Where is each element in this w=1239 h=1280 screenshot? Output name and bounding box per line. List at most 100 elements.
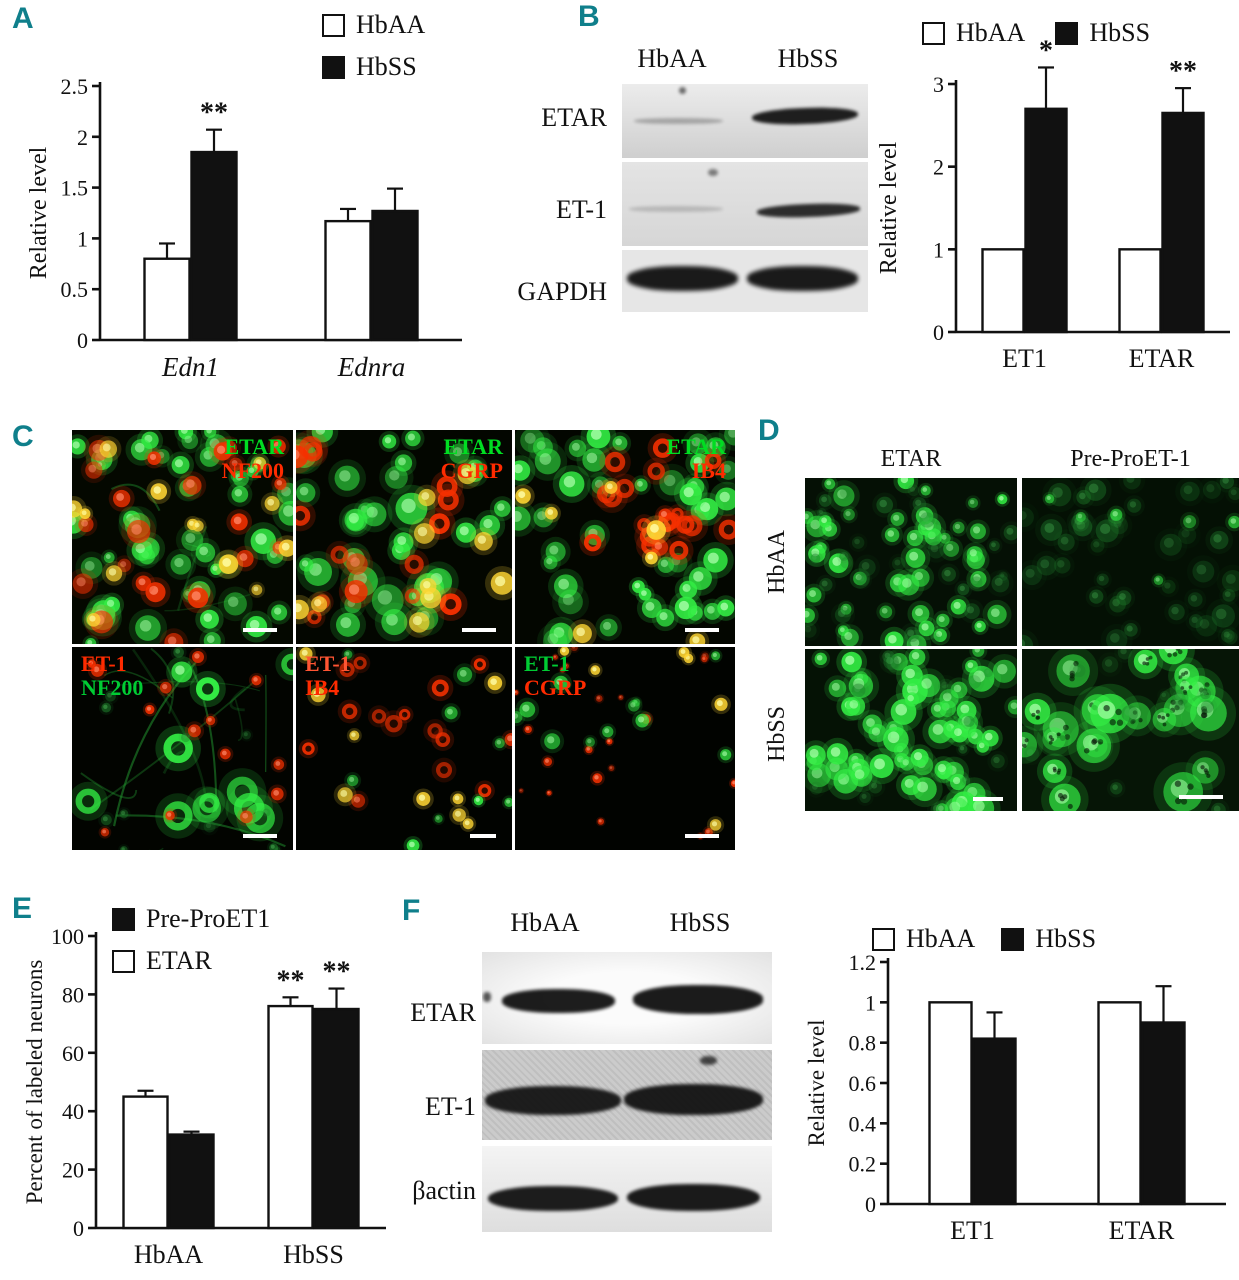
micrograph-label-block: ETAR CGRP	[440, 434, 504, 484]
legend-item: HbAA	[322, 10, 425, 40]
svg-text:1.2: 1.2	[849, 950, 877, 975]
panel-f-letter: F	[402, 894, 421, 927]
svg-text:**: **	[277, 965, 305, 996]
stain-label-etar: ETAR	[443, 434, 504, 459]
svg-text:20: 20	[62, 1158, 84, 1183]
svg-text:ETAR: ETAR	[1129, 344, 1195, 373]
panel-a-legend: HbAA HbSS	[322, 10, 425, 82]
svg-text:**: **	[200, 98, 228, 129]
scale-bar	[243, 834, 277, 838]
blot-b-gapdh-strip	[622, 250, 868, 312]
svg-text:1: 1	[77, 226, 88, 251]
legend-swatch-hbaa	[872, 927, 895, 951]
micrograph-label-block: ET-1 NF200	[81, 651, 143, 700]
blot-b-et1-strip	[622, 162, 868, 246]
stain-label-ib4: IB4	[691, 458, 726, 484]
svg-text:HbAA: HbAA	[134, 1240, 204, 1269]
legend-swatch-hbaa	[922, 21, 945, 45]
blot-band	[747, 266, 859, 291]
stain-label-et1: ET-1	[81, 651, 127, 676]
svg-text:3: 3	[933, 72, 944, 97]
legend-item: ETAR	[112, 946, 212, 976]
svg-text:40: 40	[62, 1099, 84, 1124]
scale-bar	[973, 797, 1003, 801]
micrograph-label-block: ET-1 CGRP	[524, 651, 587, 701]
svg-text:60: 60	[62, 1041, 84, 1066]
blot-band	[752, 106, 859, 127]
micrograph-label-block: ETAR NF200	[221, 434, 284, 484]
stain-label-ib4: IB4	[305, 675, 340, 701]
stain-label-et1: ET-1	[524, 651, 570, 676]
scale-bar	[685, 628, 719, 632]
micrograph-et1-cgrp: ET-1 CGRP	[515, 647, 735, 850]
blot-band	[699, 1056, 717, 1066]
svg-text:Ednra: Ednra	[337, 352, 406, 382]
legend-item: Pre-ProET1	[112, 904, 270, 934]
legend-label: HbAA	[906, 924, 976, 953]
svg-text:HbSS: HbSS	[283, 1240, 344, 1269]
micrograph-etar-cgrp: ETAR CGRP	[296, 430, 512, 644]
stain-label-cgrp: CGRP	[524, 675, 587, 701]
legend-swatch-etar	[112, 949, 135, 973]
svg-text:0.6: 0.6	[849, 1071, 877, 1096]
blot-band	[627, 1183, 761, 1212]
scale-bar	[462, 628, 496, 632]
blot-band	[624, 1084, 764, 1115]
scale-bar	[685, 834, 719, 838]
blot-f-lane-hbaa: HbAA	[510, 908, 580, 937]
stain-label-nf200: NF200	[221, 458, 284, 484]
blot-f-row-et1: ET-1	[424, 1092, 476, 1121]
legend-swatch-hbaa	[322, 13, 345, 37]
blot-b-row-etar: ETAR	[541, 103, 607, 132]
legend-item: HbAA	[872, 924, 975, 954]
legend-label: HbSS	[356, 52, 417, 81]
legend-label: Pre-ProET1	[146, 904, 271, 933]
blot-b-lane-hbaa: HbAA	[637, 44, 707, 73]
panel-c-letter: C	[12, 420, 34, 453]
blot-band	[632, 985, 764, 1014]
blot-band	[502, 988, 616, 1013]
svg-text:Relative level: Relative level	[806, 1019, 829, 1146]
legend-label: HbAA	[356, 10, 426, 39]
panel-a-letter: A	[12, 2, 34, 35]
panel-b-legend: HbAA HbSS	[922, 18, 1150, 48]
blot-band	[757, 202, 861, 219]
panel-d-row-header-hbaa: HbAA	[764, 530, 790, 594]
scale-bar	[470, 834, 496, 838]
blot-b-lane-hbss: HbSS	[777, 44, 839, 73]
blot-f-row-bactin: βactin	[412, 1176, 476, 1205]
legend-swatch-preproet1	[112, 907, 135, 931]
panel-e-legend: Pre-ProET1 ETAR	[112, 904, 270, 976]
panel-f-bar-chart: 0 0.2 0.4 0.6 0.8 1 1.2 Relative level ET1 ETAR	[806, 950, 1226, 1245]
svg-text:0.2: 0.2	[849, 1152, 877, 1177]
micrograph-etar-ib4: ETAR IB4	[515, 430, 735, 644]
svg-text:2.5: 2.5	[61, 74, 89, 99]
micrograph-label-block: ET-1 IB4	[305, 651, 351, 701]
panel-e-letter: E	[12, 892, 33, 925]
blot-b-row-gapdh: GAPDH	[517, 277, 607, 306]
legend-item: HbSS	[322, 52, 417, 82]
svg-text:1.5: 1.5	[61, 176, 89, 201]
svg-text:0.5: 0.5	[61, 277, 89, 302]
stain-label-cgrp: CGRP	[440, 458, 503, 484]
svg-text:Relative level: Relative level	[28, 146, 52, 279]
blot-f-bactin-strip	[482, 1146, 772, 1232]
micrograph-hbss-preproet1	[1022, 649, 1239, 811]
svg-text:ETAR: ETAR	[1109, 1216, 1175, 1245]
legend-label: HbAA	[956, 18, 1026, 47]
blot-f-lane-hbss: HbSS	[669, 908, 731, 937]
stain-label-etar: ETAR	[666, 434, 727, 459]
svg-text:0.8: 0.8	[849, 1031, 877, 1056]
svg-text:Relative level: Relative level	[876, 141, 902, 274]
panel-a-bar-chart: 0 0.5 1 1.5 2 2.5 Relative level Edn1 ** Ednra	[28, 74, 462, 382]
svg-text:0: 0	[77, 328, 88, 353]
blot-band	[678, 86, 686, 95]
legend-item: HbAA	[922, 18, 1025, 48]
legend-swatch-hbss	[322, 55, 345, 79]
micrograph-hbss-etar	[805, 649, 1017, 811]
panel-b-letter: B	[578, 0, 600, 33]
blot-band	[629, 205, 723, 212]
micrograph-hbaa-preproet1	[1022, 478, 1239, 646]
blot-f-etar-strip	[482, 952, 772, 1044]
panel-d-row-header-hbss: HbSS	[764, 705, 790, 763]
